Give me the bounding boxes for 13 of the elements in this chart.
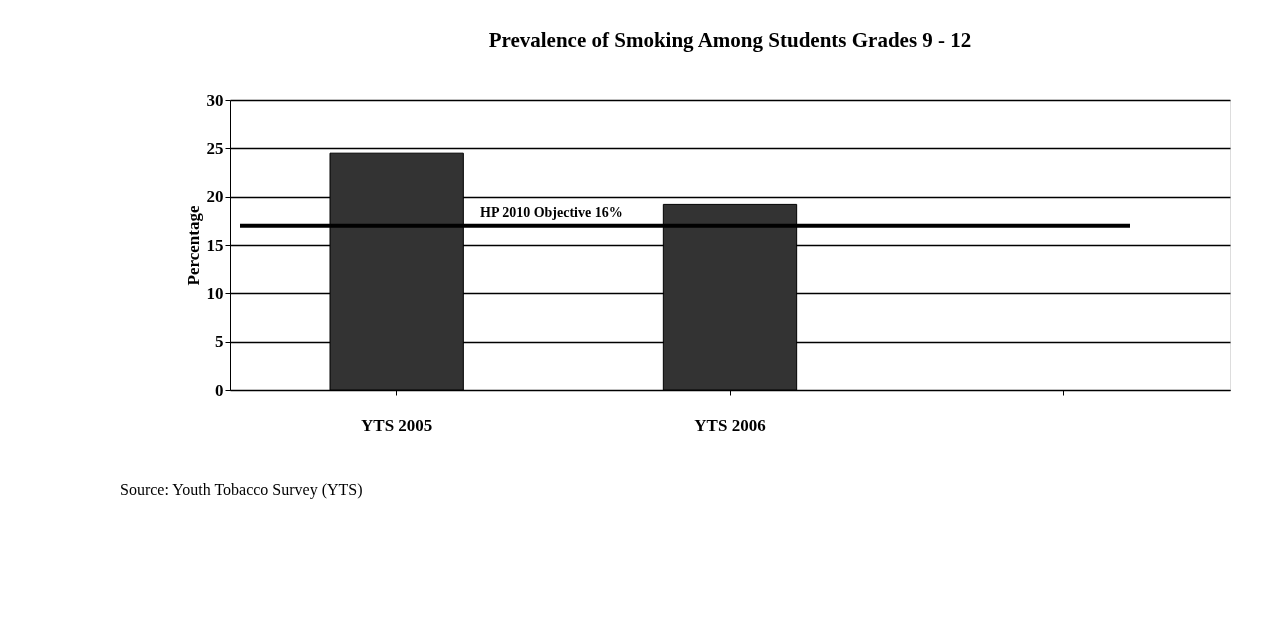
y-tick-label: 10 [206, 283, 224, 303]
y-tick-label: 0 [215, 380, 224, 400]
x-tick-label: YTS 2006 [694, 415, 766, 435]
y-tick-label: 20 [206, 187, 224, 207]
ref-line-label: HP 2010 Objective 16% [480, 204, 623, 220]
source-note: Source: Youth Tobacco Survey (YTS) [120, 481, 363, 499]
y-tick-label: 30 [206, 90, 224, 110]
y-axis-title: Percentage [183, 205, 203, 286]
x-tick-label: YTS 2005 [361, 415, 433, 435]
chart-title: Prevalence of Smoking Among Students Grades 9 - 12 [488, 28, 972, 52]
y-tick-label: 5 [215, 332, 224, 352]
y-tick-label: 15 [206, 235, 224, 255]
y-tick-label: 25 [206, 138, 224, 158]
